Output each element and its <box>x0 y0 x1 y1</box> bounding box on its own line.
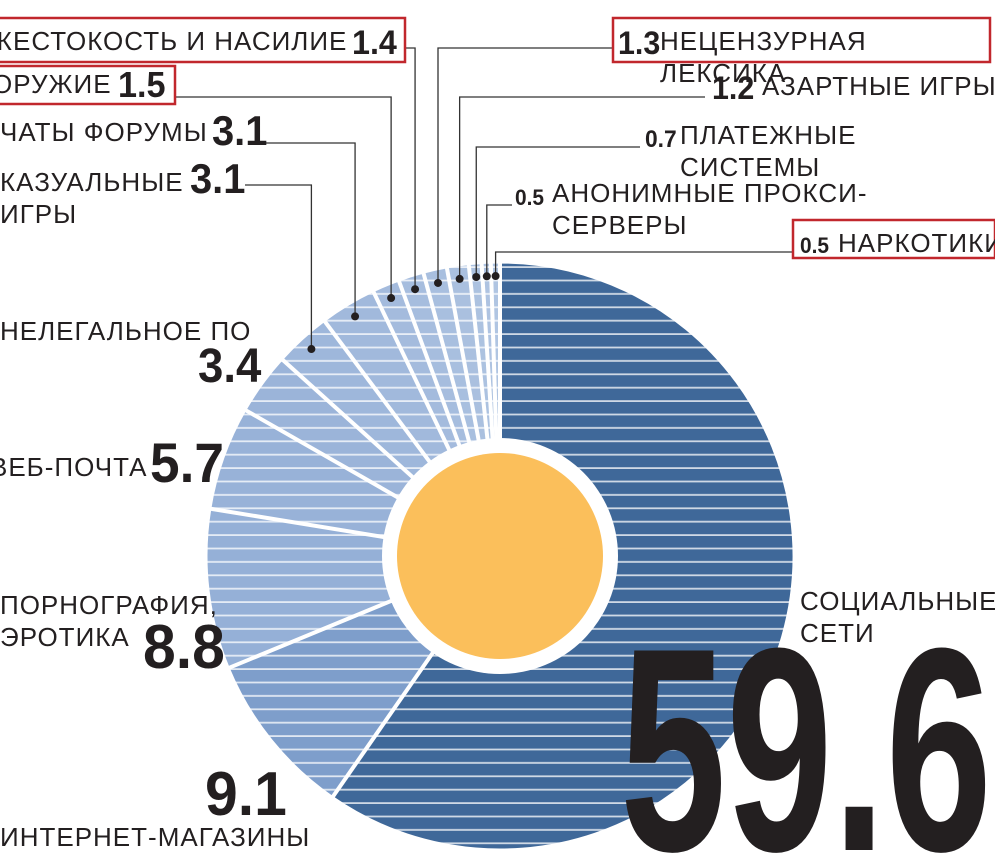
leader-line <box>262 142 356 317</box>
highlight-box <box>611 16 992 64</box>
value-label: 1.2 <box>712 70 754 106</box>
value-label: 9.1 <box>205 760 287 829</box>
value-label: 1.3 <box>618 25 660 61</box>
value-label: 59.6 <box>620 588 992 862</box>
leader-line <box>245 184 313 350</box>
category-label: АЗАРТНЫЕ ИГРЫ <box>762 71 995 101</box>
leader-line <box>486 204 512 277</box>
category-label: СОЦИАЛЬНЫЕ СЕТИ <box>800 586 995 648</box>
leader-dot <box>472 273 481 282</box>
category-label: ЖЕСТОКОСТЬ И НАСИЛИЕ <box>0 26 348 56</box>
value-label: 3.1 <box>212 107 267 154</box>
category-label: АНОНИМНЫЕ ПРОКСИ-СЕРВЕРЫ <box>552 178 868 240</box>
leader-dot <box>307 345 316 354</box>
category-label: НЕЛЕГАЛЬНОЕ ПО <box>0 316 252 346</box>
leader-dot <box>351 312 360 321</box>
value-label: 3.1 <box>190 155 245 202</box>
value-label: 3.4 <box>198 340 262 393</box>
category-label: КАЗУАЛЬНЫЕ ИГРЫ <box>0 167 184 229</box>
value-label: 0.5 <box>515 185 544 210</box>
category-label: ИНТЕРНЕТ-МАГАЗИНЫ <box>0 822 311 852</box>
highlight-box <box>791 218 995 260</box>
value-label: 0.5 <box>800 233 829 258</box>
leader-dot <box>455 274 464 283</box>
leader-dot <box>491 272 500 281</box>
category-label: ПОРНОГРАФИЯ, ЭРОТИКА <box>0 590 218 652</box>
value-label: 5.7 <box>150 431 224 494</box>
category-label: ОРУЖИЕ <box>0 69 112 99</box>
category-label: НАРКОТИКИ <box>838 228 995 258</box>
category-label: ВЕБ-ПОЧТА <box>0 452 148 482</box>
leader-dot <box>387 294 396 303</box>
value-label: 8.8 <box>143 613 225 682</box>
leader-line <box>458 96 705 279</box>
highlight-box <box>0 16 407 64</box>
value-label: 1.5 <box>118 64 166 105</box>
leader-dot <box>434 278 443 287</box>
leader-line <box>405 47 416 290</box>
category-label: ЧАТЫ ФОРУМЫ <box>0 117 208 147</box>
leader-dot <box>482 272 491 281</box>
highlight-box <box>0 64 177 106</box>
category-label: НЕЦЕНЗУРНАЯ ЛЕКСИКА <box>660 26 867 88</box>
value-label: 0.7 <box>645 126 677 153</box>
leader-line <box>437 47 613 283</box>
value-label: 1.4 <box>352 24 397 62</box>
category-label: ПЛАТЕЖНЫЕ СИСТЕМЫ <box>680 120 857 182</box>
leader-line <box>475 146 640 278</box>
center-disc <box>397 453 603 659</box>
leader-line <box>494 251 793 277</box>
leader-line <box>175 96 392 299</box>
leader-dot <box>411 285 420 294</box>
